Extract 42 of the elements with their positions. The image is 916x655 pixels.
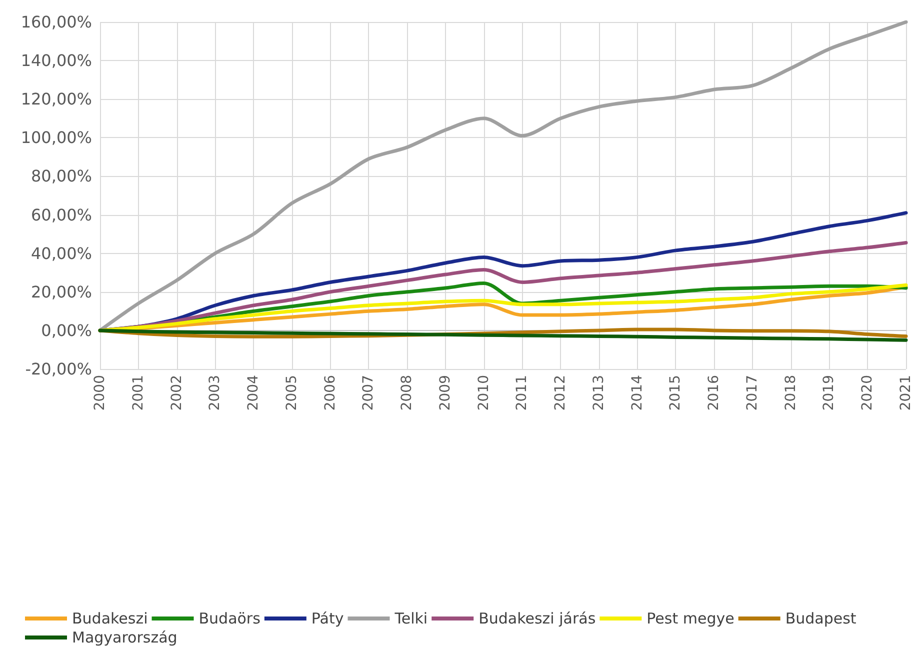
y-tick-label: 60,00%	[30, 205, 92, 224]
y-tick-label: 100,00%	[20, 128, 92, 148]
y-tick-label: 160,00%	[20, 12, 92, 32]
legend-label: Budakeszi	[72, 610, 148, 628]
y-tick-label: 80,00%	[30, 166, 92, 186]
x-tick-label: 2015	[668, 375, 684, 411]
y-tick-label: 40,00%	[30, 244, 92, 263]
x-tick-label: 2006	[322, 374, 338, 411]
x-tick-label: 2017	[744, 375, 760, 411]
x-tick-label: 2004	[246, 374, 262, 411]
x-tick-label: 2020	[860, 375, 876, 411]
x-tick-label: 2018	[782, 375, 799, 411]
x-tick-label: 2010	[476, 375, 492, 411]
legend-label: Budaörs	[198, 610, 261, 628]
line-series	[98, 240, 908, 332]
legend-label: Budakeszi járás	[478, 610, 596, 628]
y-tick-label: 20,00%	[30, 282, 92, 302]
legend-label: Pest megye	[646, 610, 734, 628]
x-tick-label: 2001	[130, 375, 146, 411]
line-series	[98, 328, 908, 342]
legend-label: Telki	[394, 610, 428, 628]
x-tick-label: 2019	[821, 375, 838, 411]
y-tick-label: -20,00%	[25, 360, 92, 378]
legend-label: Budapest	[785, 610, 856, 628]
x-tick-label: 2002	[168, 375, 185, 411]
x-tick-label: 2021	[898, 375, 914, 411]
legend-label: Magyarország	[72, 628, 178, 646]
x-tick-label: 2011	[514, 375, 530, 411]
x-tick-label: 2005	[284, 375, 300, 411]
x-tick-label: 2003	[207, 375, 224, 411]
x-tick-label: 2009	[437, 375, 454, 411]
x-tick-label: 2013	[590, 375, 607, 411]
x-tick-label: 2012	[552, 375, 569, 411]
x-tick-label: 2000	[92, 375, 108, 411]
legend-label: Páty	[311, 610, 344, 628]
x-tick-label: 2014	[629, 374, 646, 411]
y-tick-label: 0,00%	[41, 320, 92, 340]
x-tick-label: 2016	[706, 374, 722, 411]
x-tick-label: 2007	[360, 375, 377, 411]
x-tick-label: 2008	[399, 375, 416, 411]
y-tick-label: 120,00%	[20, 90, 92, 109]
y-tick-label: 140,00%	[20, 51, 92, 70]
